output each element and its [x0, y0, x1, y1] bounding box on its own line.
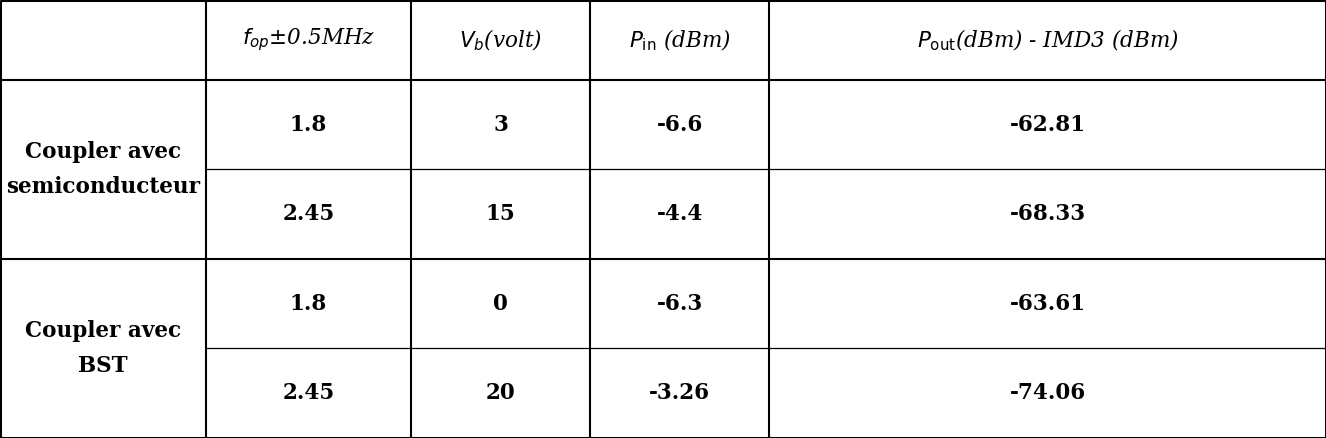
Text: -6.3: -6.3	[656, 293, 703, 314]
Text: 1.8: 1.8	[289, 293, 328, 314]
Text: 2.45: 2.45	[282, 203, 334, 225]
Text: Coupler avec
BST: Coupler avec BST	[25, 320, 180, 377]
Text: $P_{\rm in}$ (dBm): $P_{\rm in}$ (dBm)	[629, 27, 731, 53]
Text: -68.33: -68.33	[1009, 203, 1086, 225]
Text: $P_{\rm out}$(dBm) - IMD3 (dBm): $P_{\rm out}$(dBm) - IMD3 (dBm)	[916, 27, 1179, 53]
Text: -63.61: -63.61	[1009, 293, 1086, 314]
Text: $f_{op}$±0.5MHz: $f_{op}$±0.5MHz	[241, 27, 375, 53]
Text: -62.81: -62.81	[1009, 113, 1086, 136]
Text: 20: 20	[485, 382, 516, 404]
Text: Coupler avec
semiconducteur: Coupler avec semiconducteur	[5, 141, 200, 198]
Text: 15: 15	[485, 203, 516, 225]
Text: 1.8: 1.8	[289, 113, 328, 136]
Text: 2.45: 2.45	[282, 382, 334, 404]
Text: 0: 0	[493, 293, 508, 314]
Text: -3.26: -3.26	[648, 382, 711, 404]
Text: 3: 3	[493, 113, 508, 136]
Text: -74.06: -74.06	[1009, 382, 1086, 404]
Text: -4.4: -4.4	[656, 203, 703, 225]
Text: -6.6: -6.6	[656, 113, 703, 136]
Text: $V_b$(volt): $V_b$(volt)	[459, 27, 542, 53]
